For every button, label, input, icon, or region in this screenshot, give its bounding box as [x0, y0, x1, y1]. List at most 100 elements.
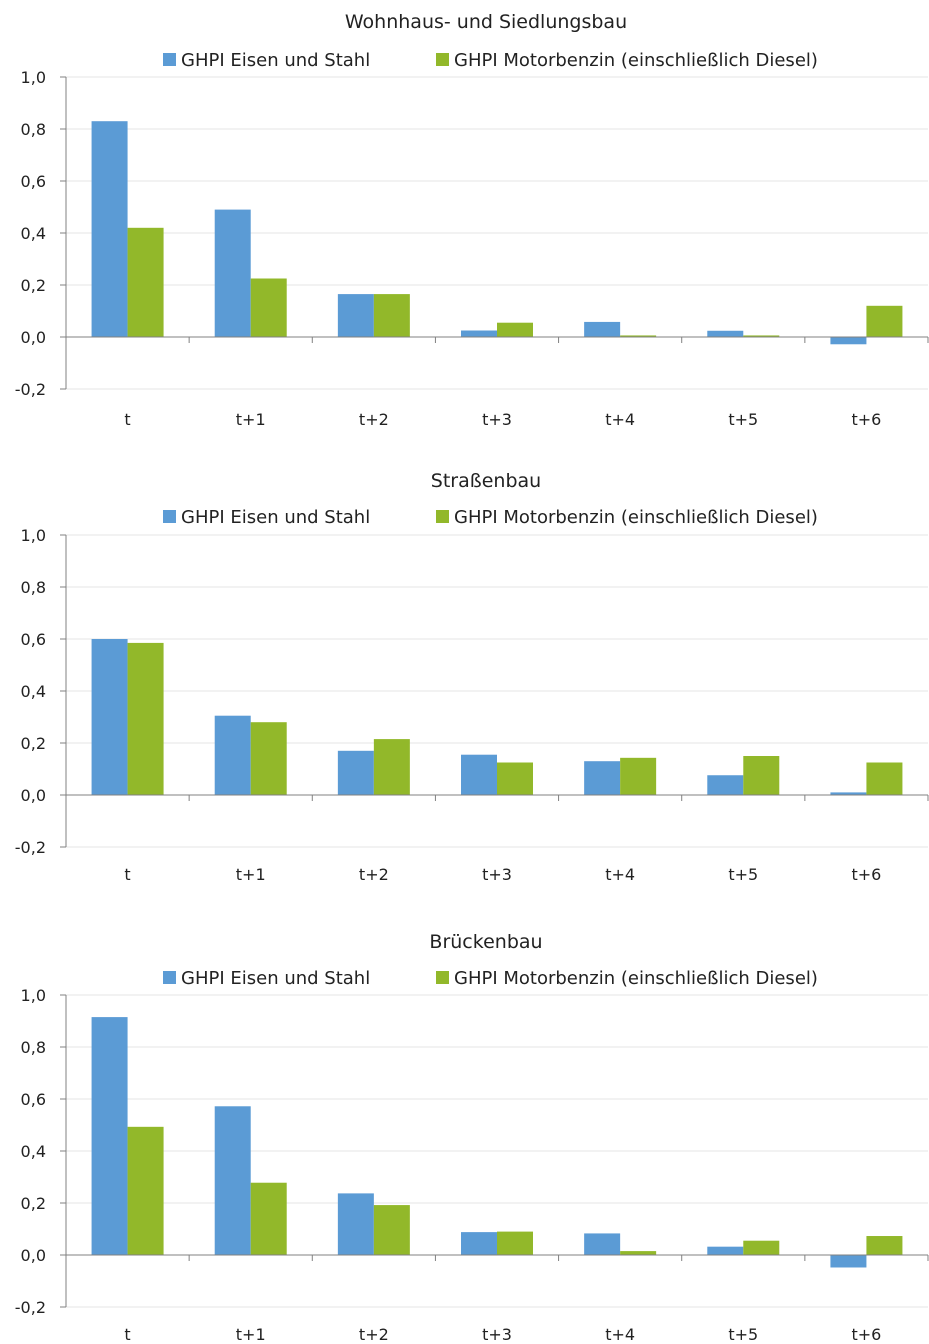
- bar-tplus3-series-2: [497, 1231, 533, 1255]
- legend-swatch-2: [436, 53, 449, 66]
- x-tick-label: t+6: [851, 410, 881, 429]
- bar-t-series-2: [127, 1126, 164, 1255]
- bar-tplus2-series-1: [337, 1193, 374, 1255]
- y-tick-label: 1,0: [21, 526, 46, 545]
- x-tick-label: t+5: [728, 1325, 758, 1344]
- y-tick-label: 0,4: [21, 224, 46, 243]
- bar-tplus4-series-2: [620, 335, 657, 337]
- bar-tplus5-series-2: [743, 756, 780, 795]
- bar-t-series-1: [91, 121, 128, 337]
- x-tick-label: t: [124, 865, 130, 884]
- x-tick-label: t+1: [236, 865, 266, 884]
- y-tick-label: 0,0: [21, 328, 46, 347]
- bar-tplus2-series-2: [373, 1205, 410, 1255]
- bar-tplus6-series-2: [866, 305, 903, 337]
- bar-tplus6-series-1: [830, 1255, 867, 1268]
- x-tick-label: t+1: [236, 410, 266, 429]
- x-tick-label: t: [124, 410, 130, 429]
- bar-tplus6-series-1: [830, 337, 867, 345]
- x-tick-label: t+3: [482, 865, 512, 884]
- y-tick-label: 1,0: [21, 986, 46, 1005]
- bar-tplus2-series-2: [373, 739, 410, 795]
- chart-title: Straßenbau: [431, 470, 541, 492]
- bar-t-series-2: [127, 642, 164, 795]
- x-tick-label: t+2: [359, 1325, 389, 1344]
- bar-tplus2-series-1: [337, 750, 374, 795]
- x-tick-label: t+4: [605, 865, 635, 884]
- bar-tplus5-series-2: [743, 1240, 780, 1255]
- legend-label-2: GHPI Motorbenzin (einschließlich Diesel): [454, 50, 818, 71]
- legend-label-2: GHPI Motorbenzin (einschließlich Diesel): [454, 968, 818, 989]
- bar-tplus1-series-1: [214, 1106, 251, 1255]
- bar-tplus5-series-2: [743, 335, 780, 337]
- x-tick-label: t+4: [605, 410, 635, 429]
- y-tick-label: -0,2: [15, 380, 46, 399]
- x-tick-label: t+1: [236, 1325, 266, 1344]
- bar-tplus5-series-1: [707, 775, 744, 795]
- x-tick-label: t+2: [359, 865, 389, 884]
- bar-tplus5-series-1: [707, 330, 744, 337]
- y-tick-label: 0,6: [21, 172, 46, 191]
- bar-tplus4-series-1: [584, 321, 621, 337]
- bar-tplus1-series-1: [214, 209, 251, 337]
- y-tick-label: 0,4: [21, 1142, 46, 1161]
- legend-label-1: GHPI Eisen und Stahl: [181, 507, 370, 528]
- y-tick-label: 0,8: [21, 120, 46, 139]
- bar-tplus3-series-1: [461, 754, 497, 795]
- bar-tplus5-series-1: [707, 1246, 744, 1255]
- bar-t-series-1: [91, 1017, 128, 1255]
- y-tick-label: 0,0: [21, 786, 46, 805]
- bar-tplus1-series-1: [214, 715, 251, 795]
- y-tick-label: 0,8: [21, 578, 46, 597]
- bar-tplus3-series-1: [461, 1232, 497, 1255]
- bar-tplus6-series-2: [866, 1236, 903, 1255]
- x-tick-label: t+2: [359, 410, 389, 429]
- y-tick-label: 0,6: [21, 1090, 46, 1109]
- legend-swatch-2: [436, 510, 449, 523]
- chart-title: Wohnhaus- und Siedlungsbau: [345, 11, 627, 33]
- bar-t-series-2: [127, 227, 164, 337]
- y-tick-label: 0,2: [21, 1194, 46, 1213]
- bar-tplus2-series-1: [337, 294, 374, 337]
- legend-label-2: GHPI Motorbenzin (einschließlich Diesel): [454, 507, 818, 528]
- legend-label-1: GHPI Eisen und Stahl: [181, 50, 370, 71]
- y-tick-label: 0,6: [21, 630, 46, 649]
- legend-label-1: GHPI Eisen und Stahl: [181, 968, 370, 989]
- bar-tplus2-series-2: [373, 294, 410, 337]
- y-tick-label: 0,0: [21, 1246, 46, 1265]
- bar-tplus3-series-1: [461, 330, 497, 337]
- bar-tplus4-series-1: [584, 761, 621, 795]
- bar-tplus6-series-2: [866, 762, 903, 795]
- y-tick-label: 0,2: [21, 276, 46, 295]
- x-tick-label: t: [124, 1325, 130, 1344]
- bar-tplus1-series-2: [250, 1182, 287, 1255]
- x-tick-label: t+6: [851, 1325, 881, 1344]
- bar-t-series-1: [91, 639, 128, 795]
- legend-swatch-1: [163, 53, 176, 66]
- x-tick-label: t+3: [482, 410, 512, 429]
- x-tick-label: t+5: [728, 410, 758, 429]
- bar-tplus4-series-1: [584, 1233, 621, 1255]
- x-tick-label: t+5: [728, 865, 758, 884]
- bar-tplus6-series-1: [830, 792, 867, 795]
- y-tick-label: -0,2: [15, 1298, 46, 1317]
- legend-swatch-2: [436, 971, 449, 984]
- x-tick-label: t+6: [851, 865, 881, 884]
- x-tick-label: t+3: [482, 1325, 512, 1344]
- y-tick-label: 1,0: [21, 68, 46, 87]
- bar-tplus3-series-2: [497, 322, 533, 337]
- y-tick-label: 0,8: [21, 1038, 46, 1057]
- y-tick-label: 0,4: [21, 682, 46, 701]
- chart-title: Brückenbau: [429, 931, 542, 953]
- legend-swatch-1: [163, 510, 176, 523]
- bar-tplus4-series-2: [620, 757, 657, 795]
- bar-tplus1-series-2: [250, 722, 287, 795]
- y-tick-label: -0,2: [15, 838, 46, 857]
- legend-swatch-1: [163, 971, 176, 984]
- y-tick-label: 0,2: [21, 734, 46, 753]
- bar-tplus1-series-2: [250, 278, 287, 337]
- bar-tplus4-series-2: [620, 1251, 657, 1255]
- x-tick-label: t+4: [605, 1325, 635, 1344]
- bar-tplus3-series-2: [497, 762, 533, 795]
